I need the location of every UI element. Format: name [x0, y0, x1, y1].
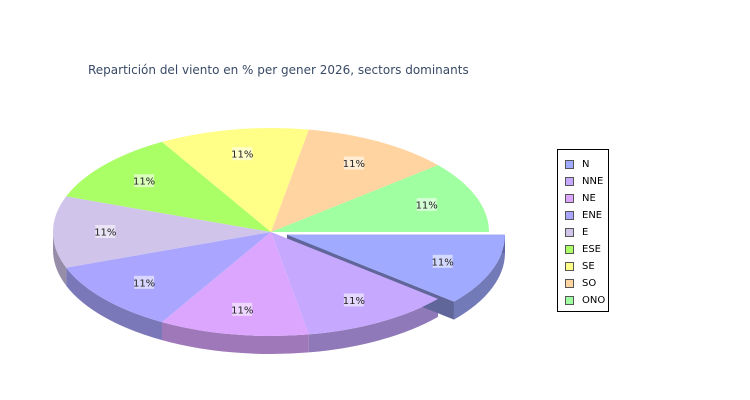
- data-label-group-ono: 11%: [416, 197, 438, 211]
- pie-slice-side-nne: [308, 298, 438, 353]
- data-label-bg: [232, 302, 253, 316]
- data-label-bg: [343, 293, 364, 307]
- pie-slice-e: [52, 196, 272, 268]
- legend-item-ene: ENE: [558, 207, 608, 224]
- data-label-group-se: 11%: [231, 147, 253, 161]
- data-label-bg: [134, 174, 155, 188]
- legend-swatch: [565, 245, 574, 254]
- legend-item-ono: ONO: [558, 292, 608, 309]
- data-label-bg: [343, 156, 364, 170]
- legend-label: E: [582, 227, 589, 238]
- legend-label: NE: [582, 193, 596, 204]
- legend-swatch: [565, 160, 574, 169]
- legend-item-nne: NNE: [558, 173, 608, 190]
- data-label-group-nne: 11%: [343, 293, 365, 307]
- data-label-e: 11%: [94, 228, 116, 239]
- pie-slice-se: [162, 128, 309, 232]
- data-label-ono: 11%: [416, 200, 438, 211]
- legend-label: ESE: [582, 244, 601, 255]
- legend-swatch: [565, 177, 574, 186]
- legend-item-so: SO: [558, 275, 608, 292]
- data-label-group-ne: 11%: [231, 302, 253, 316]
- pie-slice-side-n: [453, 234, 505, 320]
- pie-slice-side-ene: [66, 267, 162, 341]
- pie-slice-side-ne: [162, 322, 309, 354]
- legend-label: SO: [582, 278, 597, 289]
- pie-slice-ne: [162, 232, 309, 337]
- data-label-group-ese: 11%: [133, 174, 155, 188]
- data-label-ese: 11%: [133, 177, 155, 188]
- legend: N NNE NE ENE E ESE SE SO ONO: [557, 149, 609, 312]
- pie-slice-ono: [271, 165, 489, 232]
- legend-label: ENE: [582, 210, 603, 221]
- data-label-n: 11%: [432, 257, 454, 268]
- data-label-se: 11%: [231, 150, 253, 161]
- legend-label: ONO: [582, 295, 606, 306]
- legend-item-e: E: [558, 224, 608, 241]
- pie-slice-ese: [66, 141, 272, 232]
- data-label-so: 11%: [343, 159, 365, 170]
- legend-swatch: [565, 228, 574, 237]
- legend-label: SE: [582, 261, 595, 272]
- data-label-group-e: 11%: [94, 225, 116, 239]
- pie-slice-so: [271, 129, 438, 232]
- pie-slice-side-e: [53, 232, 67, 286]
- data-label-group-n: 11%: [432, 254, 454, 268]
- data-label-ne: 11%: [231, 305, 253, 316]
- data-label-bg: [432, 254, 453, 268]
- legend-item-n: N: [558, 156, 608, 173]
- legend-item-ese: ESE: [558, 241, 608, 258]
- legend-swatch: [565, 279, 574, 288]
- legend-swatch: [565, 211, 574, 220]
- legend-swatch: [565, 296, 574, 305]
- data-label-bg: [232, 147, 253, 161]
- pie-slice-n: [286, 234, 505, 302]
- chart-title: Repartición del viento en % per gener 20…: [88, 63, 469, 77]
- data-label-bg: [134, 275, 155, 289]
- data-label-bg: [95, 225, 116, 238]
- data-label-bg: [416, 197, 437, 211]
- data-label-nne: 11%: [343, 296, 365, 307]
- data-label-ene: 11%: [133, 278, 155, 289]
- data-label-group-so: 11%: [343, 156, 365, 170]
- legend-item-se: SE: [558, 258, 608, 275]
- legend-swatch: [565, 262, 574, 271]
- data-label-group-ene: 11%: [133, 275, 155, 289]
- legend-item-ne: NE: [558, 190, 608, 207]
- legend-label: NNE: [582, 176, 604, 187]
- pie-slice-nne: [271, 232, 438, 335]
- pie-slice-ene: [66, 232, 272, 323]
- legend-swatch: [565, 194, 574, 203]
- legend-label: N: [582, 159, 590, 170]
